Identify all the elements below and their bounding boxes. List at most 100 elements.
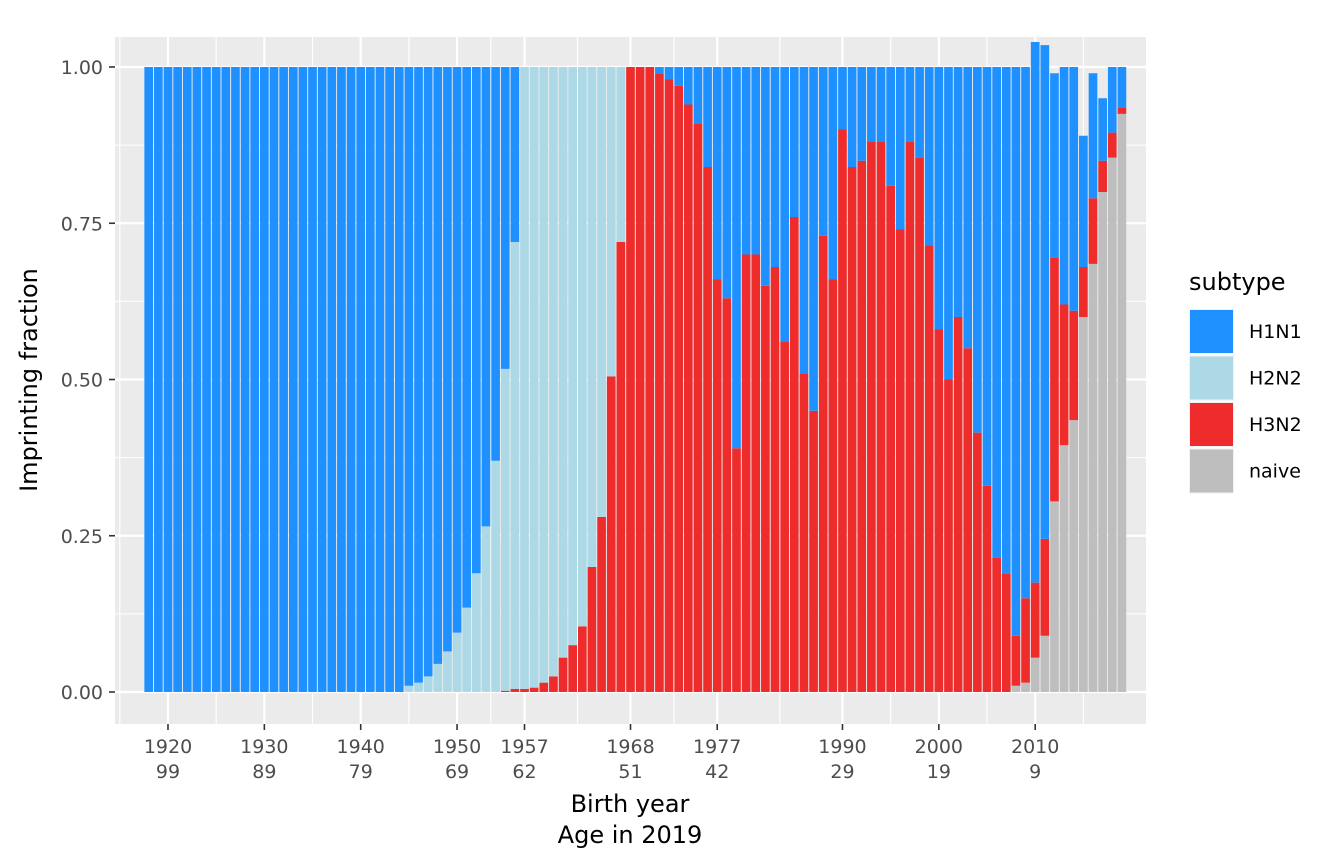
bar-h1n1-1985 xyxy=(789,67,799,217)
bar-h1n1-1921 xyxy=(173,67,182,692)
bar-naive-2015 xyxy=(1079,317,1088,692)
bar-h3n2-1991 xyxy=(847,167,857,692)
bar-naive-2010 xyxy=(1030,657,1040,692)
bar-h3n2-2012 xyxy=(1050,257,1059,502)
bar-h1n1-1922 xyxy=(182,67,192,692)
bar-h3n2-2000 xyxy=(934,329,944,692)
bar-h1n1-2011 xyxy=(1040,45,1050,539)
bar-h3n2-1982 xyxy=(761,285,770,692)
legend-label-naive: naive xyxy=(1249,461,1301,483)
bar-h1n1-1930 xyxy=(260,67,269,692)
bar-h1n1-1982 xyxy=(761,67,770,286)
bar-h1n1-1923 xyxy=(192,67,202,692)
bar-h1n1-2014 xyxy=(1069,67,1079,311)
bar-h3n2-2009 xyxy=(1021,598,1030,683)
x-axis-title-line-1: Birth year xyxy=(571,790,690,818)
bar-h3n2-1996 xyxy=(895,229,905,692)
bar-h1n1-1918 xyxy=(144,67,154,692)
legend: subtype H1N1 H2N2 H3N2 naive xyxy=(1189,268,1302,494)
bar-h2n2-1948 xyxy=(433,663,443,692)
bar-h3n2-1970 xyxy=(645,67,655,692)
y-tick-label: 0.00 xyxy=(61,682,103,704)
bar-h3n2-1997 xyxy=(905,142,915,692)
legend-swatch-naive xyxy=(1190,449,1233,493)
bar-naive-2013 xyxy=(1059,445,1069,692)
bar-h2n2-1960 xyxy=(549,67,558,677)
bar-h3n2-1994 xyxy=(876,142,886,692)
bar-h3n2-1992 xyxy=(857,160,867,692)
bar-h1n1-1986 xyxy=(799,67,809,374)
y-tick-label: 1.00 xyxy=(61,57,103,79)
bar-h3n2-1973 xyxy=(674,85,684,692)
x-tick-label-year: 1957 xyxy=(500,736,548,758)
bar-h2n2-1954 xyxy=(491,460,500,692)
bar-h1n1-1949 xyxy=(443,67,452,652)
bar-h1n1-1992 xyxy=(857,67,867,161)
x-tick-label-year: 2000 xyxy=(915,736,963,758)
bar-h1n1-1991 xyxy=(847,67,857,167)
y-tick-label: 0.25 xyxy=(61,526,103,548)
bar-h3n2-1984 xyxy=(780,342,790,692)
bar-h1n1-1951 xyxy=(462,67,472,608)
bar-h3n2-2019 xyxy=(1117,107,1127,114)
bar-h2n2-1956 xyxy=(510,242,520,689)
bar-h2n2-1955 xyxy=(500,368,510,691)
bar-h3n2-2001 xyxy=(944,379,953,692)
bar-h3n2-1957 xyxy=(520,688,529,692)
bar-h2n2-1965 xyxy=(597,67,606,517)
legend-swatch-h2n2 xyxy=(1190,356,1233,400)
bar-h1n1-1979 xyxy=(732,67,741,449)
bar-h3n2-1990 xyxy=(838,129,847,692)
bar-h1n1-1999 xyxy=(924,67,934,246)
x-tick-label-age: 29 xyxy=(830,761,854,783)
bar-h2n2-1953 xyxy=(481,526,491,692)
bar-h1n1-1947 xyxy=(423,67,433,677)
bar-h3n2-2018 xyxy=(1107,132,1117,158)
bar-h3n2-2008 xyxy=(1011,635,1021,686)
bar-h3n2-2010 xyxy=(1030,582,1040,658)
bar-naive-2016 xyxy=(1088,263,1098,692)
bar-h2n2-1959 xyxy=(539,67,549,683)
bar-h2n2-1949 xyxy=(443,651,452,692)
bar-h1n1-1943 xyxy=(385,67,394,692)
bar-h3n2-1980 xyxy=(741,254,751,692)
bar-h2n2-1945 xyxy=(404,685,414,692)
bar-h1n1-1940 xyxy=(356,67,366,692)
bar-h1n1-1926 xyxy=(221,67,231,692)
x-tick-label-age: 79 xyxy=(349,761,373,783)
bar-h3n2-1987 xyxy=(809,410,818,692)
bar-h3n2-1974 xyxy=(683,104,693,692)
x-tick-label-year: 1950 xyxy=(433,736,481,758)
bar-h1n1-2000 xyxy=(934,67,944,330)
bar-h3n2-1988 xyxy=(818,235,828,692)
bar-h2n2-1947 xyxy=(423,676,433,692)
bar-h2n2-1963 xyxy=(577,67,587,627)
bar-h3n2-1985 xyxy=(789,217,799,692)
bar-h3n2-1976 xyxy=(703,167,712,692)
bar-h3n2-2017 xyxy=(1098,160,1107,192)
bar-h3n2-1972 xyxy=(664,79,674,692)
bar-h1n1-1993 xyxy=(867,67,876,142)
bar-h3n2-1986 xyxy=(799,373,809,692)
bar-h1n1-1981 xyxy=(751,67,761,255)
bar-h3n2-1998 xyxy=(915,157,924,692)
bar-h2n2-1952 xyxy=(471,573,481,692)
bar-h3n2-2016 xyxy=(1088,198,1098,264)
bar-h1n1-1997 xyxy=(905,67,915,142)
bar-h1n1-1977 xyxy=(712,67,722,280)
bar-h1n1-2015 xyxy=(1079,135,1088,267)
bar-h1n1-1945 xyxy=(404,67,414,686)
bar-h1n1-1936 xyxy=(317,67,327,692)
bar-naive-2014 xyxy=(1069,420,1079,692)
bar-h3n2-2003 xyxy=(963,348,973,692)
bar-h3n2-2005 xyxy=(982,485,992,692)
bar-h1n1-1933 xyxy=(288,67,298,692)
bar-h1n1-1972 xyxy=(664,67,674,80)
bar-h3n2-1993 xyxy=(867,142,876,692)
bar-h3n2-2013 xyxy=(1059,304,1069,446)
bar-h1n1-2005 xyxy=(982,67,992,486)
bar-h3n2-1978 xyxy=(722,298,732,692)
bar-h1n1-1938 xyxy=(337,67,346,692)
bar-h3n2-1999 xyxy=(924,245,934,692)
